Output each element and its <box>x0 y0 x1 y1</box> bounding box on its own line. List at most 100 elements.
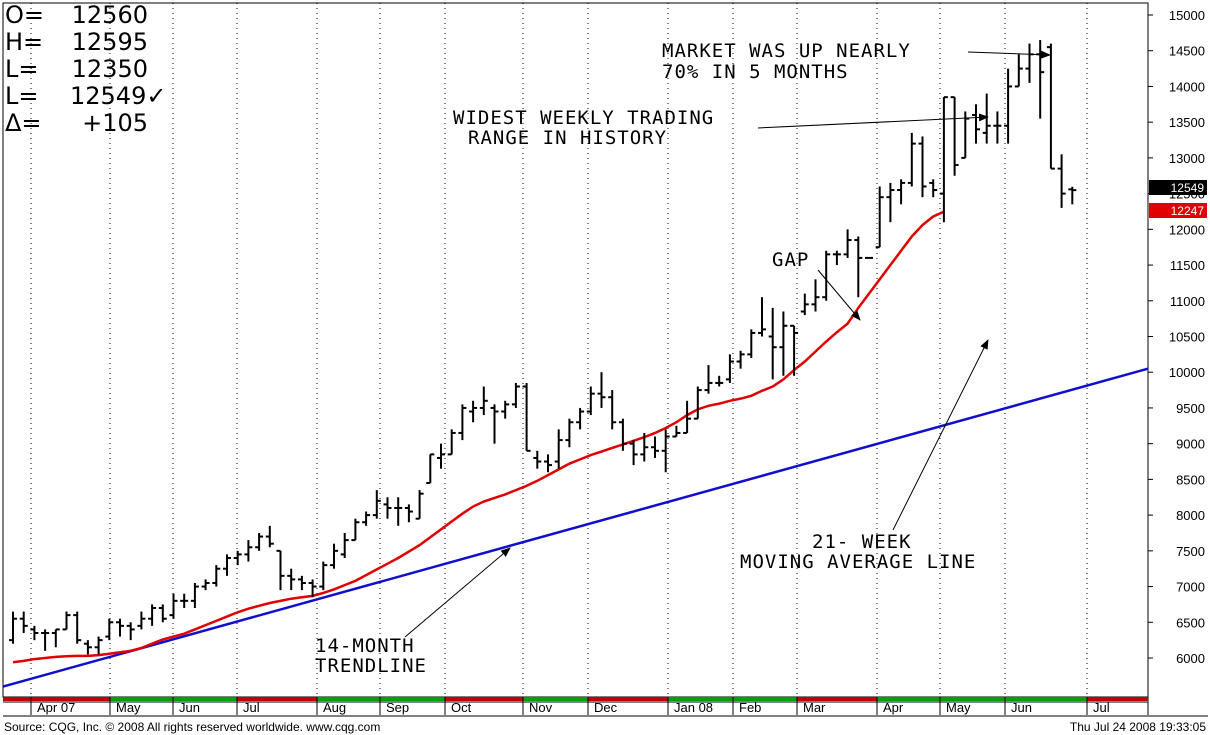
price-bar <box>886 182 895 223</box>
open-value: 12560 <box>72 1 148 29</box>
date-axis-label: Dec <box>594 700 618 715</box>
price-axis-label: 8000 <box>1176 508 1205 523</box>
price-bar <box>340 532 349 558</box>
price-bar <box>779 311 788 376</box>
price-bar <box>479 386 488 416</box>
date-axis-strip-segment <box>3 697 110 701</box>
price-axis-label: 12000 <box>1169 222 1205 237</box>
date-axis-strip-segment <box>588 697 668 701</box>
date-axis-label: Jul <box>1093 700 1110 715</box>
price-axis-label: 10000 <box>1169 365 1205 380</box>
price-bar <box>158 604 167 623</box>
price-bar <box>148 604 157 626</box>
price-bar <box>190 582 199 608</box>
price-bar <box>672 425 681 438</box>
price-bar <box>287 568 296 591</box>
price-bar <box>94 636 103 655</box>
price-bar <box>790 324 799 376</box>
price-axis-label: 14500 <box>1169 44 1205 59</box>
price-bar <box>469 400 478 423</box>
date-axis-strip-segment <box>445 697 523 701</box>
annotation-ma-line2: MOVING AVERAGE LINE <box>740 551 976 573</box>
price-bar <box>137 611 146 630</box>
price-axis-label: 6000 <box>1176 651 1205 666</box>
moving-average-arrow <box>892 339 989 531</box>
price-bar <box>854 236 863 298</box>
trendline-layer <box>2 367 1149 688</box>
price-bar <box>415 490 424 520</box>
price-bar <box>9 611 17 644</box>
price-bar <box>576 407 585 430</box>
price-bar <box>244 540 253 562</box>
price-axis-label: 7500 <box>1176 544 1205 559</box>
price-axis <box>1149 3 1209 715</box>
date-axis-label: May <box>116 700 141 715</box>
price-bar <box>437 443 445 469</box>
low-value: 12350 <box>72 55 148 83</box>
price-bar <box>330 543 338 569</box>
date-axis-label: Mar <box>803 700 826 715</box>
price-bar <box>715 375 724 387</box>
market-up-arrow <box>967 50 1051 59</box>
price-axis-label: 15000 <box>1169 8 1205 23</box>
price-bar <box>372 490 381 519</box>
price-bar <box>875 186 884 249</box>
date-axis-label: Apr 07 <box>37 700 75 715</box>
trendline-arrow <box>404 547 511 638</box>
price-bar <box>105 618 114 641</box>
price-bar <box>126 622 135 641</box>
price-bar <box>73 611 82 644</box>
price-bar <box>319 561 328 591</box>
last-value: 12549✓ <box>70 82 166 110</box>
price-axis-label: 14000 <box>1169 79 1205 94</box>
price-bar <box>265 525 274 548</box>
price-bar <box>394 497 403 526</box>
date-axis-label: Jun <box>179 700 200 715</box>
price-bar <box>725 354 734 383</box>
last-price-tag-bg <box>1149 180 1207 195</box>
price-bar <box>661 429 670 473</box>
price-bar <box>544 454 552 473</box>
moving-average-tag: 12247 <box>1149 203 1207 218</box>
price-bar <box>501 400 510 419</box>
high-label: H= <box>5 28 43 56</box>
moving-average-layer <box>12 210 945 664</box>
date-axis-label: Nov <box>529 700 553 715</box>
price-bar <box>747 329 756 358</box>
low-label: L= <box>5 55 38 83</box>
price-bar <box>907 132 916 187</box>
date-axis-ticks: Apr 07 May Jun Jul Aug Sep Oct Nov Dec Jan 08 Feb M… <box>30 697 1110 715</box>
price-bars-layer[interactable] <box>9 40 1077 655</box>
date-axis-label: Sep <box>386 700 409 715</box>
price-bar <box>651 436 659 458</box>
price-axis-label: 13500 <box>1169 115 1205 130</box>
date-axis-label: Aug <box>323 700 346 715</box>
widest-range-arrow <box>757 113 989 129</box>
price-bar <box>629 440 638 466</box>
price-bar <box>116 618 124 637</box>
price-axis-label: 8500 <box>1176 472 1205 487</box>
month-gridlines <box>30 3 1088 697</box>
last-label: L= <box>5 82 38 110</box>
date-axis-strip-segment <box>1087 697 1148 701</box>
price-bar <box>201 579 210 591</box>
annotation-trend-line1: 14-MONTH <box>315 635 415 657</box>
date-axis-strip-segment <box>237 697 317 701</box>
price-bar <box>565 418 574 448</box>
price-axis-label: 6500 <box>1176 615 1205 630</box>
price-bar <box>522 382 531 452</box>
price-bar <box>918 136 927 198</box>
annotation-widest-line2: RANGE IN HISTORY <box>468 127 667 149</box>
price-bar <box>351 518 360 542</box>
price-bar <box>897 179 906 205</box>
date-axis-strip-segment <box>523 697 588 701</box>
price-bar <box>426 453 435 484</box>
trendline-14-month <box>2 367 1149 688</box>
price-axis-label: 9500 <box>1176 401 1205 416</box>
date-axis-label: Jan 08 <box>674 700 713 715</box>
price-bar <box>30 625 39 641</box>
price-axis-label: 11000 <box>1170 294 1205 309</box>
price-bar <box>41 629 50 651</box>
